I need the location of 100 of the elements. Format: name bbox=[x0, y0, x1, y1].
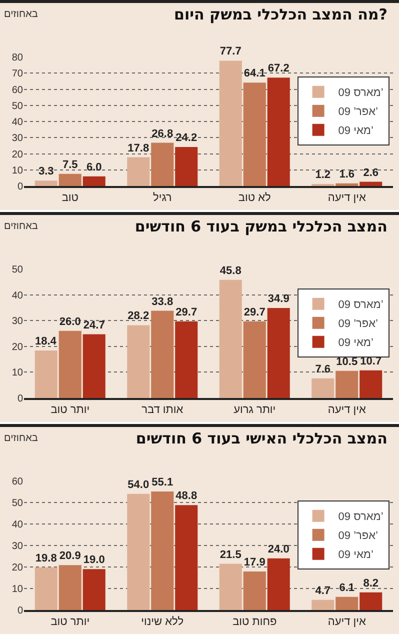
bar bbox=[360, 592, 382, 610]
data-label: 29.7 bbox=[176, 306, 198, 318]
bar bbox=[336, 183, 358, 186]
data-label: 1.2 bbox=[315, 169, 331, 181]
data-label: 6.0 bbox=[86, 161, 102, 174]
bar bbox=[82, 569, 106, 610]
bar bbox=[312, 600, 334, 610]
data-label: 17.9 bbox=[244, 556, 266, 569]
data-label: 6.1 bbox=[339, 582, 355, 594]
y-tick-label: 30 bbox=[12, 316, 24, 328]
y-tick-label: 40 bbox=[12, 290, 24, 302]
data-label: 26.0 bbox=[59, 316, 81, 328]
x-tick-label: רגיל bbox=[153, 192, 172, 204]
x-tick-label: אין דיעה bbox=[328, 616, 366, 628]
x-tick-label: לא טוב bbox=[238, 192, 271, 204]
data-label: 26.8 bbox=[152, 128, 174, 140]
bar bbox=[151, 142, 174, 186]
bar bbox=[219, 564, 242, 610]
x-tick-label: יותר טוב bbox=[50, 404, 90, 416]
data-label: 3.3 bbox=[38, 166, 54, 178]
y-tick-label: 10 bbox=[12, 368, 24, 379]
data-label: 34.9 bbox=[268, 292, 290, 305]
data-label: 19.8 bbox=[35, 552, 57, 564]
y-axis-title: באחוזים bbox=[4, 221, 38, 232]
y-tick-label: 70 bbox=[12, 68, 24, 80]
legend-label: מאי 09’ bbox=[338, 125, 374, 138]
chart-title: המצב הכלכלי במשק בעוד 6 חודשים bbox=[134, 218, 388, 236]
bar bbox=[34, 567, 58, 610]
x-tick-label: אין דיעה bbox=[328, 404, 366, 416]
bar bbox=[312, 378, 334, 398]
y-tick-label: 50 bbox=[12, 264, 24, 276]
y-tick-label: 40 bbox=[12, 520, 24, 530]
data-label: 48.8 bbox=[176, 490, 198, 502]
y-tick-label: 30 bbox=[12, 133, 24, 144]
bar bbox=[151, 492, 174, 610]
bar bbox=[82, 176, 106, 186]
bar bbox=[219, 60, 242, 186]
y-tick-label: 10 bbox=[12, 165, 24, 176]
bar bbox=[175, 505, 198, 610]
y-tick-label: 20 bbox=[12, 342, 24, 353]
y-tick-label: 30 bbox=[12, 541, 24, 552]
y-tick-label: 40 bbox=[12, 117, 24, 128]
y-tick-label: 20 bbox=[12, 562, 24, 574]
y-tick-label: 50 bbox=[12, 100, 24, 112]
data-label: 7.6 bbox=[315, 363, 331, 376]
y-tick-label: 80 bbox=[12, 52, 24, 64]
y-tick-label: 0 bbox=[17, 394, 24, 404]
bar bbox=[243, 572, 266, 610]
bar bbox=[34, 180, 58, 186]
bar bbox=[175, 146, 198, 186]
data-label: 4.7 bbox=[315, 584, 331, 597]
data-label: 8.2 bbox=[363, 577, 379, 590]
y-tick-label: 10 bbox=[12, 584, 24, 595]
data-label: 19.0 bbox=[83, 554, 105, 566]
data-label: 29.7 bbox=[244, 306, 266, 318]
bar bbox=[336, 596, 358, 610]
bar bbox=[243, 321, 266, 398]
legend-label: מאי 09’ bbox=[338, 337, 374, 350]
y-tick-label: 60 bbox=[12, 476, 24, 488]
bar bbox=[82, 334, 106, 398]
bar bbox=[219, 280, 242, 398]
x-tick-label: פחות טוב bbox=[232, 616, 277, 628]
data-label: 18.4 bbox=[34, 336, 58, 348]
data-label: 64.1 bbox=[244, 68, 266, 80]
data-label: 24.2 bbox=[176, 132, 198, 144]
bar bbox=[58, 330, 82, 398]
bar bbox=[151, 310, 174, 398]
data-label: 17.8 bbox=[128, 142, 150, 154]
bar bbox=[127, 157, 150, 186]
bar bbox=[127, 325, 150, 398]
bar bbox=[243, 82, 266, 186]
bar bbox=[58, 565, 82, 610]
y-tick-label: 60 bbox=[12, 84, 24, 96]
x-tick-label: יותר גרוע bbox=[234, 404, 276, 416]
data-label: 21.5 bbox=[220, 548, 242, 561]
data-label: 45.8 bbox=[220, 264, 242, 277]
y-tick-label: 0 bbox=[17, 606, 24, 616]
legend-label: אפר’ 09’ bbox=[338, 318, 378, 330]
bar bbox=[360, 370, 382, 398]
legend-label: מארס 09’ bbox=[338, 511, 384, 524]
y-axis-title: באחוזים bbox=[4, 9, 38, 20]
bar bbox=[336, 370, 358, 398]
x-tick-label: אותו דבר bbox=[142, 404, 184, 416]
data-label: 33.8 bbox=[152, 296, 174, 308]
chart-title: מה המצב הכלכלי במשק היום? bbox=[174, 6, 388, 24]
chart-title: המצב הכלכלי האישי בעוד 6 חודשים bbox=[136, 430, 388, 448]
data-label: 24.0 bbox=[268, 543, 290, 556]
bar bbox=[360, 182, 382, 186]
y-axis-title: באחוזים bbox=[4, 433, 38, 444]
legend-label: אפר’ 09’ bbox=[338, 106, 378, 118]
data-label: 28.2 bbox=[128, 310, 150, 322]
data-label: 7.5 bbox=[62, 158, 78, 171]
x-tick-label: יותר טוב bbox=[50, 616, 90, 628]
bar bbox=[58, 174, 82, 186]
legend-label: מארס 09’ bbox=[338, 299, 384, 312]
data-label: 55.1 bbox=[152, 476, 174, 489]
data-label: 54.0 bbox=[128, 478, 150, 491]
data-label: 67.2 bbox=[268, 62, 290, 75]
x-tick-label: אין דיעה bbox=[328, 192, 366, 204]
legend-label: מארס 09’ bbox=[338, 87, 384, 100]
